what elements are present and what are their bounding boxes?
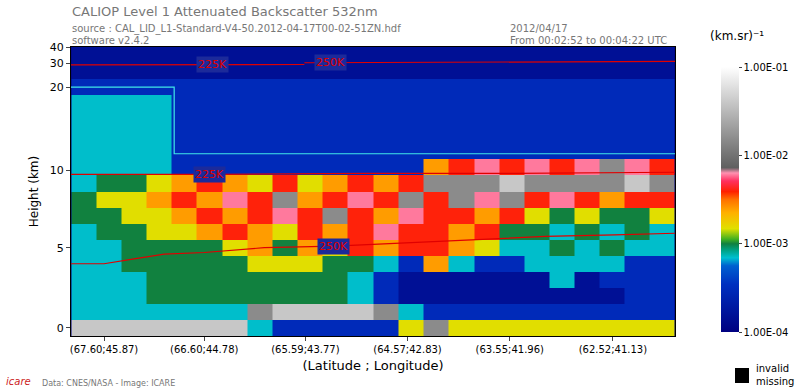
svg-text:2012/04/17: 2012/04/17 xyxy=(510,23,568,34)
svg-text:250K: 250K xyxy=(319,240,348,253)
svg-text:40: 40 xyxy=(50,41,64,54)
svg-text:250K: 250K xyxy=(316,56,345,69)
svg-text:(Latitude ; Longitude): (Latitude ; Longitude) xyxy=(303,358,444,373)
svg-text:Height (km): Height (km) xyxy=(27,156,41,227)
svg-text:(km.sr)⁻¹: (km.sr)⁻¹ xyxy=(710,29,764,43)
svg-text:From 00:02:52 to 00:04:22 UTC: From 00:02:52 to 00:04:22 UTC xyxy=(510,35,667,46)
svg-text:225K: 225K xyxy=(195,168,224,181)
svg-text:(64.57;42.83): (64.57;42.83) xyxy=(373,344,442,355)
svg-text:software v2.4.2: software v2.4.2 xyxy=(72,35,150,46)
svg-text:1.00E-03: 1.00E-03 xyxy=(744,238,789,249)
svg-text:(67.60;45.87): (67.60;45.87) xyxy=(70,344,139,355)
svg-text:(63.55;41.96): (63.55;41.96) xyxy=(476,344,545,355)
svg-text:225K: 225K xyxy=(198,58,227,71)
svg-text:Data: CNES/NASA - Image: ICARE: Data: CNES/NASA - Image: ICARE xyxy=(42,379,175,388)
svg-text:1.00E-04: 1.00E-04 xyxy=(744,327,789,338)
svg-text:30: 30 xyxy=(50,57,64,70)
svg-text:(62.52;41.13): (62.52;41.13) xyxy=(579,344,648,355)
svg-text:source : CAL_LID_L1-Standard-V: source : CAL_LID_L1-Standard-V4-50.2012-… xyxy=(72,23,401,35)
svg-text:0: 0 xyxy=(57,322,64,335)
svg-text:(66.60;44.78): (66.60;44.78) xyxy=(170,344,239,355)
svg-text:(65.59;43.77): (65.59;43.77) xyxy=(271,344,340,355)
svg-text:1.00E-01: 1.00E-01 xyxy=(744,62,789,73)
svg-text:icare: icare xyxy=(6,376,31,387)
svg-text:20: 20 xyxy=(50,81,64,94)
svg-text:invalidmissing: invalidmissing xyxy=(756,363,794,387)
svg-text:1.00E-02: 1.00E-02 xyxy=(744,150,789,161)
svg-text:CALIOP Level 1 Attenuated Back: CALIOP Level 1 Attenuated Backscatter 53… xyxy=(72,4,378,19)
svg-text:10: 10 xyxy=(50,164,64,177)
svg-text:5: 5 xyxy=(57,242,64,255)
